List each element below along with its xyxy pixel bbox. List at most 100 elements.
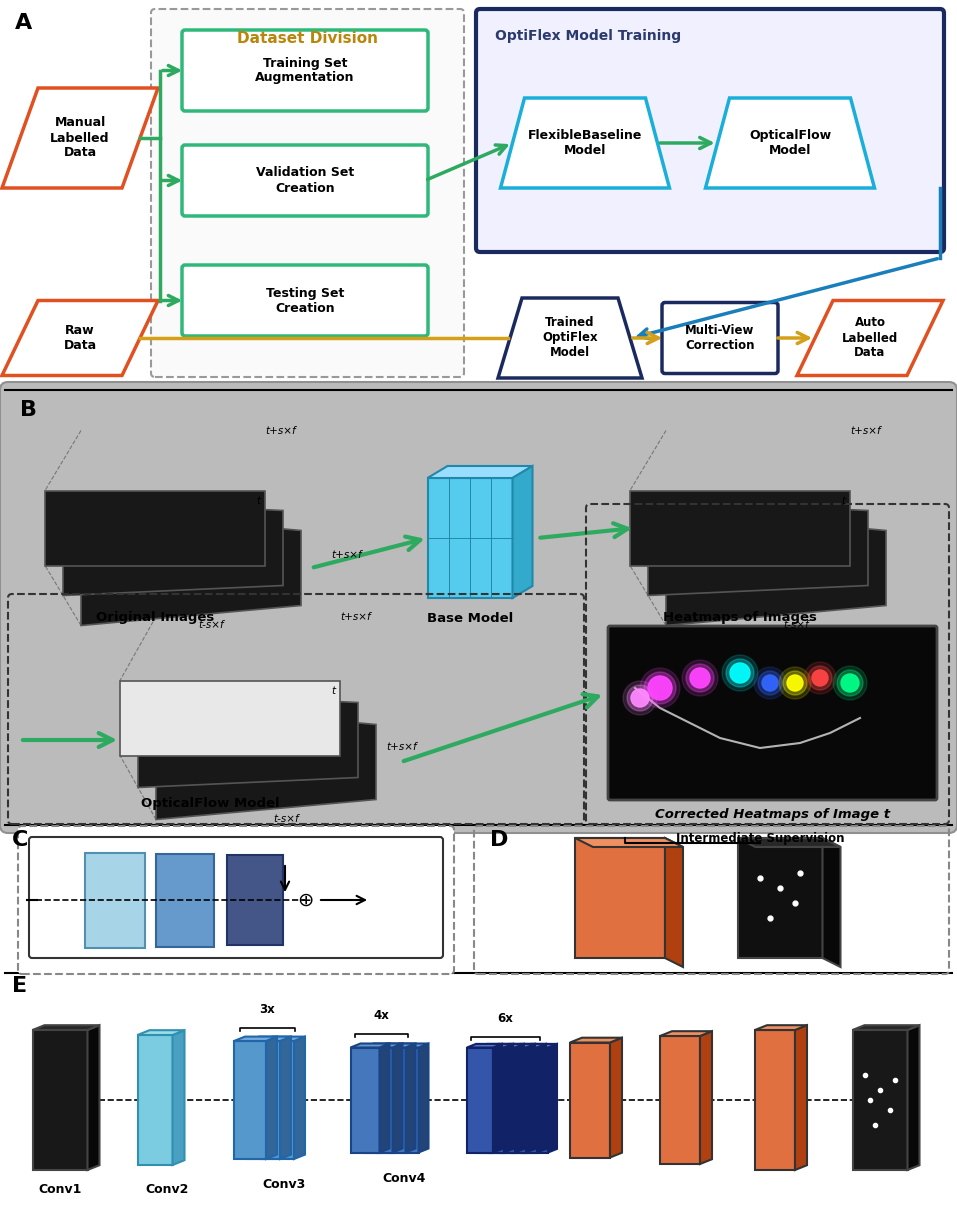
Polygon shape (87, 1026, 100, 1170)
Polygon shape (45, 491, 265, 565)
Polygon shape (227, 855, 283, 945)
Polygon shape (478, 1047, 504, 1152)
Polygon shape (156, 704, 376, 820)
Circle shape (644, 672, 676, 704)
Polygon shape (262, 1037, 305, 1041)
Text: Original Images: Original Images (96, 611, 214, 625)
Polygon shape (364, 1047, 392, 1152)
Polygon shape (428, 466, 532, 477)
Text: t: t (331, 686, 335, 695)
FancyBboxPatch shape (182, 30, 428, 111)
Text: Conv1: Conv1 (38, 1183, 81, 1196)
Circle shape (640, 667, 680, 708)
Circle shape (779, 667, 811, 699)
Text: OptiFlex Model Training: OptiFlex Model Training (495, 29, 681, 43)
Polygon shape (85, 853, 145, 948)
Circle shape (631, 689, 649, 706)
Text: Corrected Heatmaps of Image t: Corrected Heatmaps of Image t (655, 808, 890, 821)
Polygon shape (428, 477, 513, 598)
Polygon shape (700, 1032, 712, 1164)
Text: Conv3: Conv3 (262, 1178, 305, 1191)
Circle shape (722, 655, 758, 691)
Polygon shape (511, 1044, 546, 1047)
Polygon shape (234, 1037, 277, 1041)
Polygon shape (907, 1026, 920, 1170)
Polygon shape (610, 1038, 622, 1157)
Text: t+s×f: t+s×f (386, 742, 416, 752)
Circle shape (808, 666, 832, 691)
Circle shape (726, 659, 754, 687)
Text: t-s×f: t-s×f (198, 620, 224, 631)
Circle shape (804, 663, 836, 694)
Polygon shape (570, 1038, 622, 1043)
FancyBboxPatch shape (18, 826, 454, 974)
Circle shape (648, 676, 672, 700)
Circle shape (627, 685, 653, 711)
Polygon shape (501, 97, 670, 188)
FancyBboxPatch shape (476, 9, 944, 252)
Polygon shape (522, 1044, 557, 1047)
Polygon shape (467, 1044, 502, 1047)
FancyBboxPatch shape (0, 382, 957, 833)
Polygon shape (138, 693, 358, 788)
Polygon shape (406, 1044, 415, 1152)
Text: Trained
OptiFlex
Model: Trained OptiFlex Model (543, 317, 598, 359)
Text: Conv2: Conv2 (145, 1183, 189, 1196)
Text: ⊕: ⊕ (297, 890, 313, 910)
Text: Intermediate Supervision: Intermediate Supervision (676, 832, 844, 845)
Polygon shape (138, 1030, 185, 1035)
Circle shape (686, 664, 714, 692)
Text: Heatmaps of Images: Heatmaps of Images (663, 611, 817, 625)
Circle shape (783, 671, 807, 695)
Polygon shape (795, 1026, 807, 1170)
Text: Manual
Labelled
Data: Manual Labelled Data (51, 117, 110, 160)
Text: t+s×f: t+s×f (265, 425, 296, 436)
Text: Multi-View
Correction: Multi-View Correction (685, 324, 755, 352)
Polygon shape (364, 1044, 403, 1047)
Polygon shape (665, 838, 683, 967)
Polygon shape (500, 1044, 535, 1047)
Polygon shape (376, 1044, 415, 1047)
Text: OpticalFlow Model: OpticalFlow Model (141, 797, 279, 810)
Polygon shape (248, 1041, 280, 1160)
Polygon shape (797, 301, 943, 375)
Polygon shape (853, 1026, 920, 1030)
Polygon shape (138, 1035, 172, 1164)
Text: C: C (12, 829, 29, 850)
FancyBboxPatch shape (29, 837, 443, 959)
Polygon shape (575, 838, 665, 959)
Circle shape (762, 675, 778, 691)
Polygon shape (570, 1043, 610, 1157)
Text: 3x: 3x (259, 1002, 276, 1016)
Polygon shape (280, 1037, 291, 1160)
Polygon shape (498, 298, 642, 378)
Polygon shape (392, 1044, 403, 1152)
Polygon shape (467, 1047, 493, 1152)
Text: Testing Set
Creation: Testing Set Creation (266, 286, 345, 314)
Text: A: A (15, 13, 33, 33)
FancyBboxPatch shape (34, 1049, 86, 1151)
FancyBboxPatch shape (182, 266, 428, 336)
Polygon shape (172, 1030, 185, 1164)
Polygon shape (156, 854, 214, 946)
Text: t-s×f: t-s×f (274, 815, 299, 825)
Polygon shape (262, 1041, 294, 1160)
Polygon shape (266, 1037, 277, 1160)
Polygon shape (660, 1032, 712, 1037)
FancyBboxPatch shape (608, 626, 937, 800)
Circle shape (730, 663, 750, 683)
Polygon shape (376, 1047, 406, 1152)
Polygon shape (33, 1026, 100, 1030)
Polygon shape (2, 301, 158, 375)
Text: D: D (490, 829, 508, 850)
Text: t-s×f: t-s×f (784, 620, 809, 631)
Polygon shape (630, 491, 850, 565)
Circle shape (833, 666, 867, 700)
Polygon shape (648, 501, 868, 596)
Polygon shape (515, 1044, 524, 1152)
Polygon shape (478, 1044, 513, 1047)
Text: FlexibleBaseline
Model: FlexibleBaseline Model (528, 129, 642, 157)
FancyBboxPatch shape (182, 145, 428, 216)
Polygon shape (350, 1047, 380, 1152)
FancyBboxPatch shape (662, 302, 778, 374)
